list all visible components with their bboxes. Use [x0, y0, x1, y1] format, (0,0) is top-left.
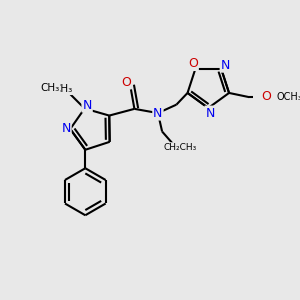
- Text: O: O: [188, 57, 198, 70]
- Text: N: N: [220, 59, 230, 72]
- Text: CH₃: CH₃: [53, 84, 72, 94]
- Text: O: O: [121, 76, 131, 88]
- Text: O: O: [261, 90, 271, 103]
- Text: OCH₃: OCH₃: [277, 92, 300, 102]
- Text: N: N: [205, 106, 215, 120]
- Text: N: N: [82, 99, 92, 112]
- Text: CH₂CH₃: CH₂CH₃: [164, 143, 197, 152]
- Text: N: N: [61, 122, 71, 135]
- Text: N: N: [153, 106, 163, 120]
- Text: CH₃: CH₃: [40, 82, 59, 92]
